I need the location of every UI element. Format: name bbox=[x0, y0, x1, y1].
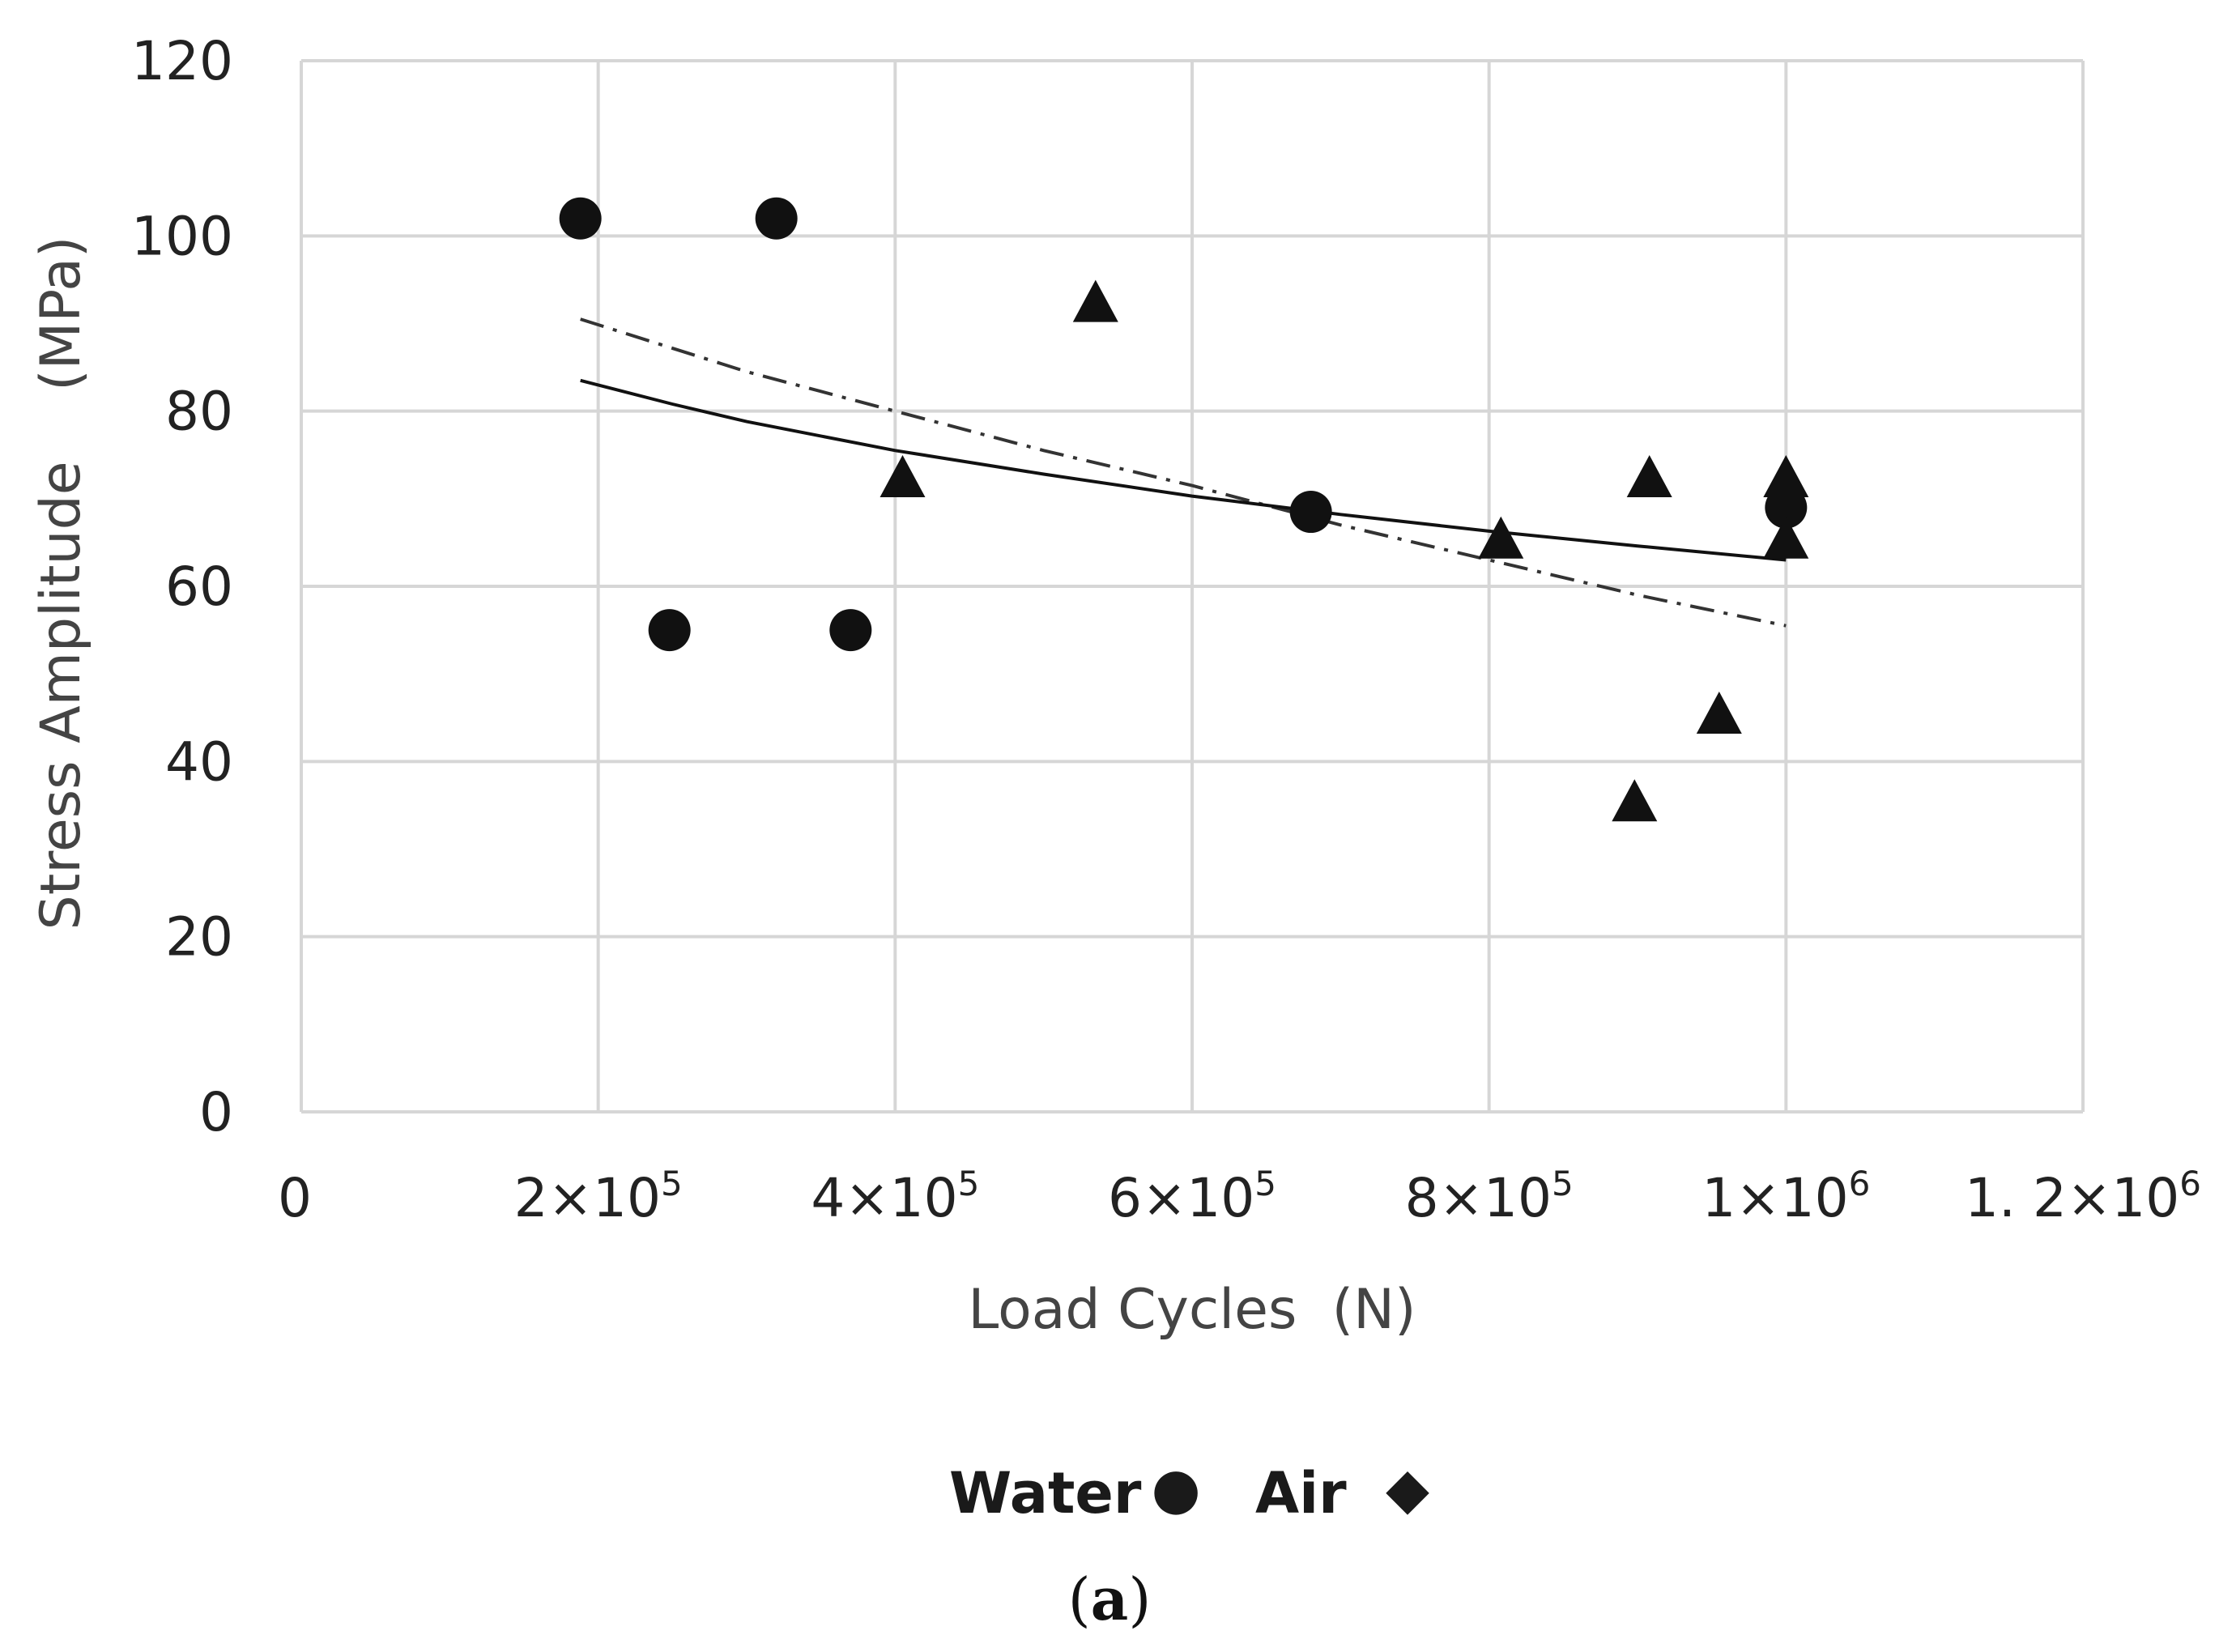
y-tick-label-60: 60 bbox=[165, 556, 233, 618]
y-tick-label-100: 100 bbox=[131, 205, 233, 267]
air-point-2 bbox=[1478, 516, 1524, 559]
marker-layer bbox=[559, 197, 1809, 822]
tick-label-layer: 0 20 40 60 80 100 120 0 2×105 4×105 6×105 8×105 1×10… bbox=[131, 30, 2201, 1229]
y-tick-label-120: 120 bbox=[131, 30, 233, 92]
y-tick-label-0: 0 bbox=[199, 1081, 233, 1143]
panel-label-close: ) bbox=[1128, 1565, 1151, 1633]
legend-label-water: Water bbox=[949, 1460, 1142, 1526]
panel-label-open: ( bbox=[1068, 1565, 1091, 1633]
air-point-3 bbox=[1626, 455, 1672, 497]
panel-label-letter: a bbox=[1091, 1565, 1129, 1633]
y-tick-label-80: 80 bbox=[165, 381, 233, 443]
panel-label: (a) bbox=[1068, 1565, 1152, 1633]
legend-marker-air: ◆ bbox=[1386, 1455, 1429, 1522]
air-point-5 bbox=[1763, 516, 1809, 559]
x-tick-label-1000000: 1×106 bbox=[1702, 1164, 1870, 1229]
x-tick-label-1200000: 1. 2×106 bbox=[1965, 1164, 2201, 1229]
trendline-layer bbox=[580, 317, 1787, 628]
air-point-1 bbox=[880, 455, 926, 497]
y-tick-label-40: 40 bbox=[165, 730, 233, 793]
x-tick-label-200000: 2×105 bbox=[514, 1164, 683, 1229]
y-axis-title: Stress Amplitude (MPa) bbox=[29, 236, 93, 930]
x-tick-label-0: 0 bbox=[278, 1167, 312, 1229]
y-tick-label-20: 20 bbox=[165, 906, 233, 969]
water-point-2 bbox=[648, 609, 691, 652]
legend: Water ● Air ◆ bbox=[949, 1455, 1429, 1526]
water-point-1 bbox=[755, 197, 798, 240]
water-point-4 bbox=[1289, 491, 1332, 534]
grid-layer bbox=[300, 59, 2085, 1113]
air-point-0 bbox=[1072, 279, 1118, 322]
air-point-6 bbox=[1696, 692, 1742, 734]
x-tick-label-600000: 6×105 bbox=[1108, 1164, 1276, 1229]
trendline-water-fit bbox=[580, 317, 1787, 628]
x-axis-title: Load Cycles (N) bbox=[968, 1278, 1416, 1342]
legend-marker-water: ● bbox=[1151, 1455, 1200, 1522]
water-point-3 bbox=[829, 609, 872, 652]
air-point-4 bbox=[1763, 455, 1809, 497]
legend-label-air: Air bbox=[1255, 1460, 1347, 1526]
water-point-0 bbox=[559, 197, 602, 240]
x-tick-label-400000: 4×105 bbox=[811, 1164, 979, 1229]
x-tick-label-800000: 8×105 bbox=[1405, 1164, 1574, 1229]
trendline-air-fit bbox=[580, 378, 1787, 562]
air-point-7 bbox=[1612, 779, 1658, 822]
